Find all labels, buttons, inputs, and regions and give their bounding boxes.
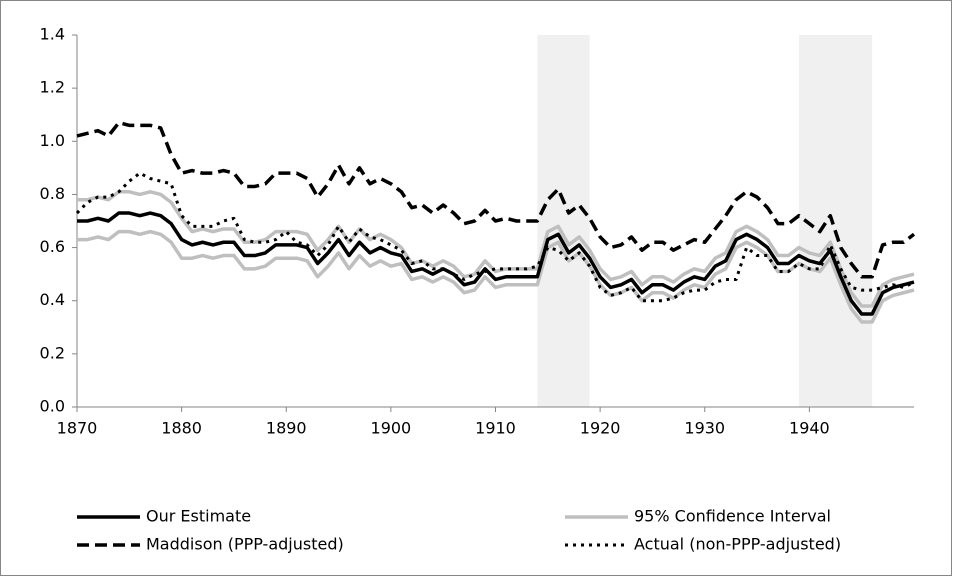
series-line [77, 211, 915, 316]
y-tick-label: 0.0 [40, 397, 65, 416]
x-tick-label: 1870 [57, 419, 98, 438]
legend-label: Our Estimate [146, 507, 251, 526]
series-line [75, 171, 915, 303]
legend-label: 95% Confidence Interval [634, 507, 831, 526]
shaded-period [798, 35, 873, 407]
y-tick-label: 0.4 [40, 290, 65, 309]
x-tick-label: 1880 [161, 419, 202, 438]
y-tick-label: 1.4 [40, 25, 65, 44]
x-tick-label: 1920 [580, 419, 621, 438]
legend-label: Maddison (PPP-adjusted) [146, 535, 344, 554]
x-tick-label: 1940 [789, 419, 830, 438]
y-tick-label: 0.6 [40, 237, 65, 256]
shaded-period [537, 35, 590, 407]
x-tick-label: 1910 [475, 419, 516, 438]
series-line [77, 190, 915, 308]
y-tick-label: 0.8 [40, 184, 65, 203]
series-line [76, 120, 916, 279]
y-tick-label: 0.2 [40, 343, 65, 362]
x-tick-label: 1890 [266, 419, 307, 438]
legend-label: Actual (non-PPP-adjusted) [634, 535, 841, 554]
y-tick-label: 1.0 [40, 131, 65, 150]
x-tick-label: 1900 [371, 419, 412, 438]
x-tick-label: 1930 [684, 419, 725, 438]
y-tick-label: 1.2 [40, 78, 65, 97]
